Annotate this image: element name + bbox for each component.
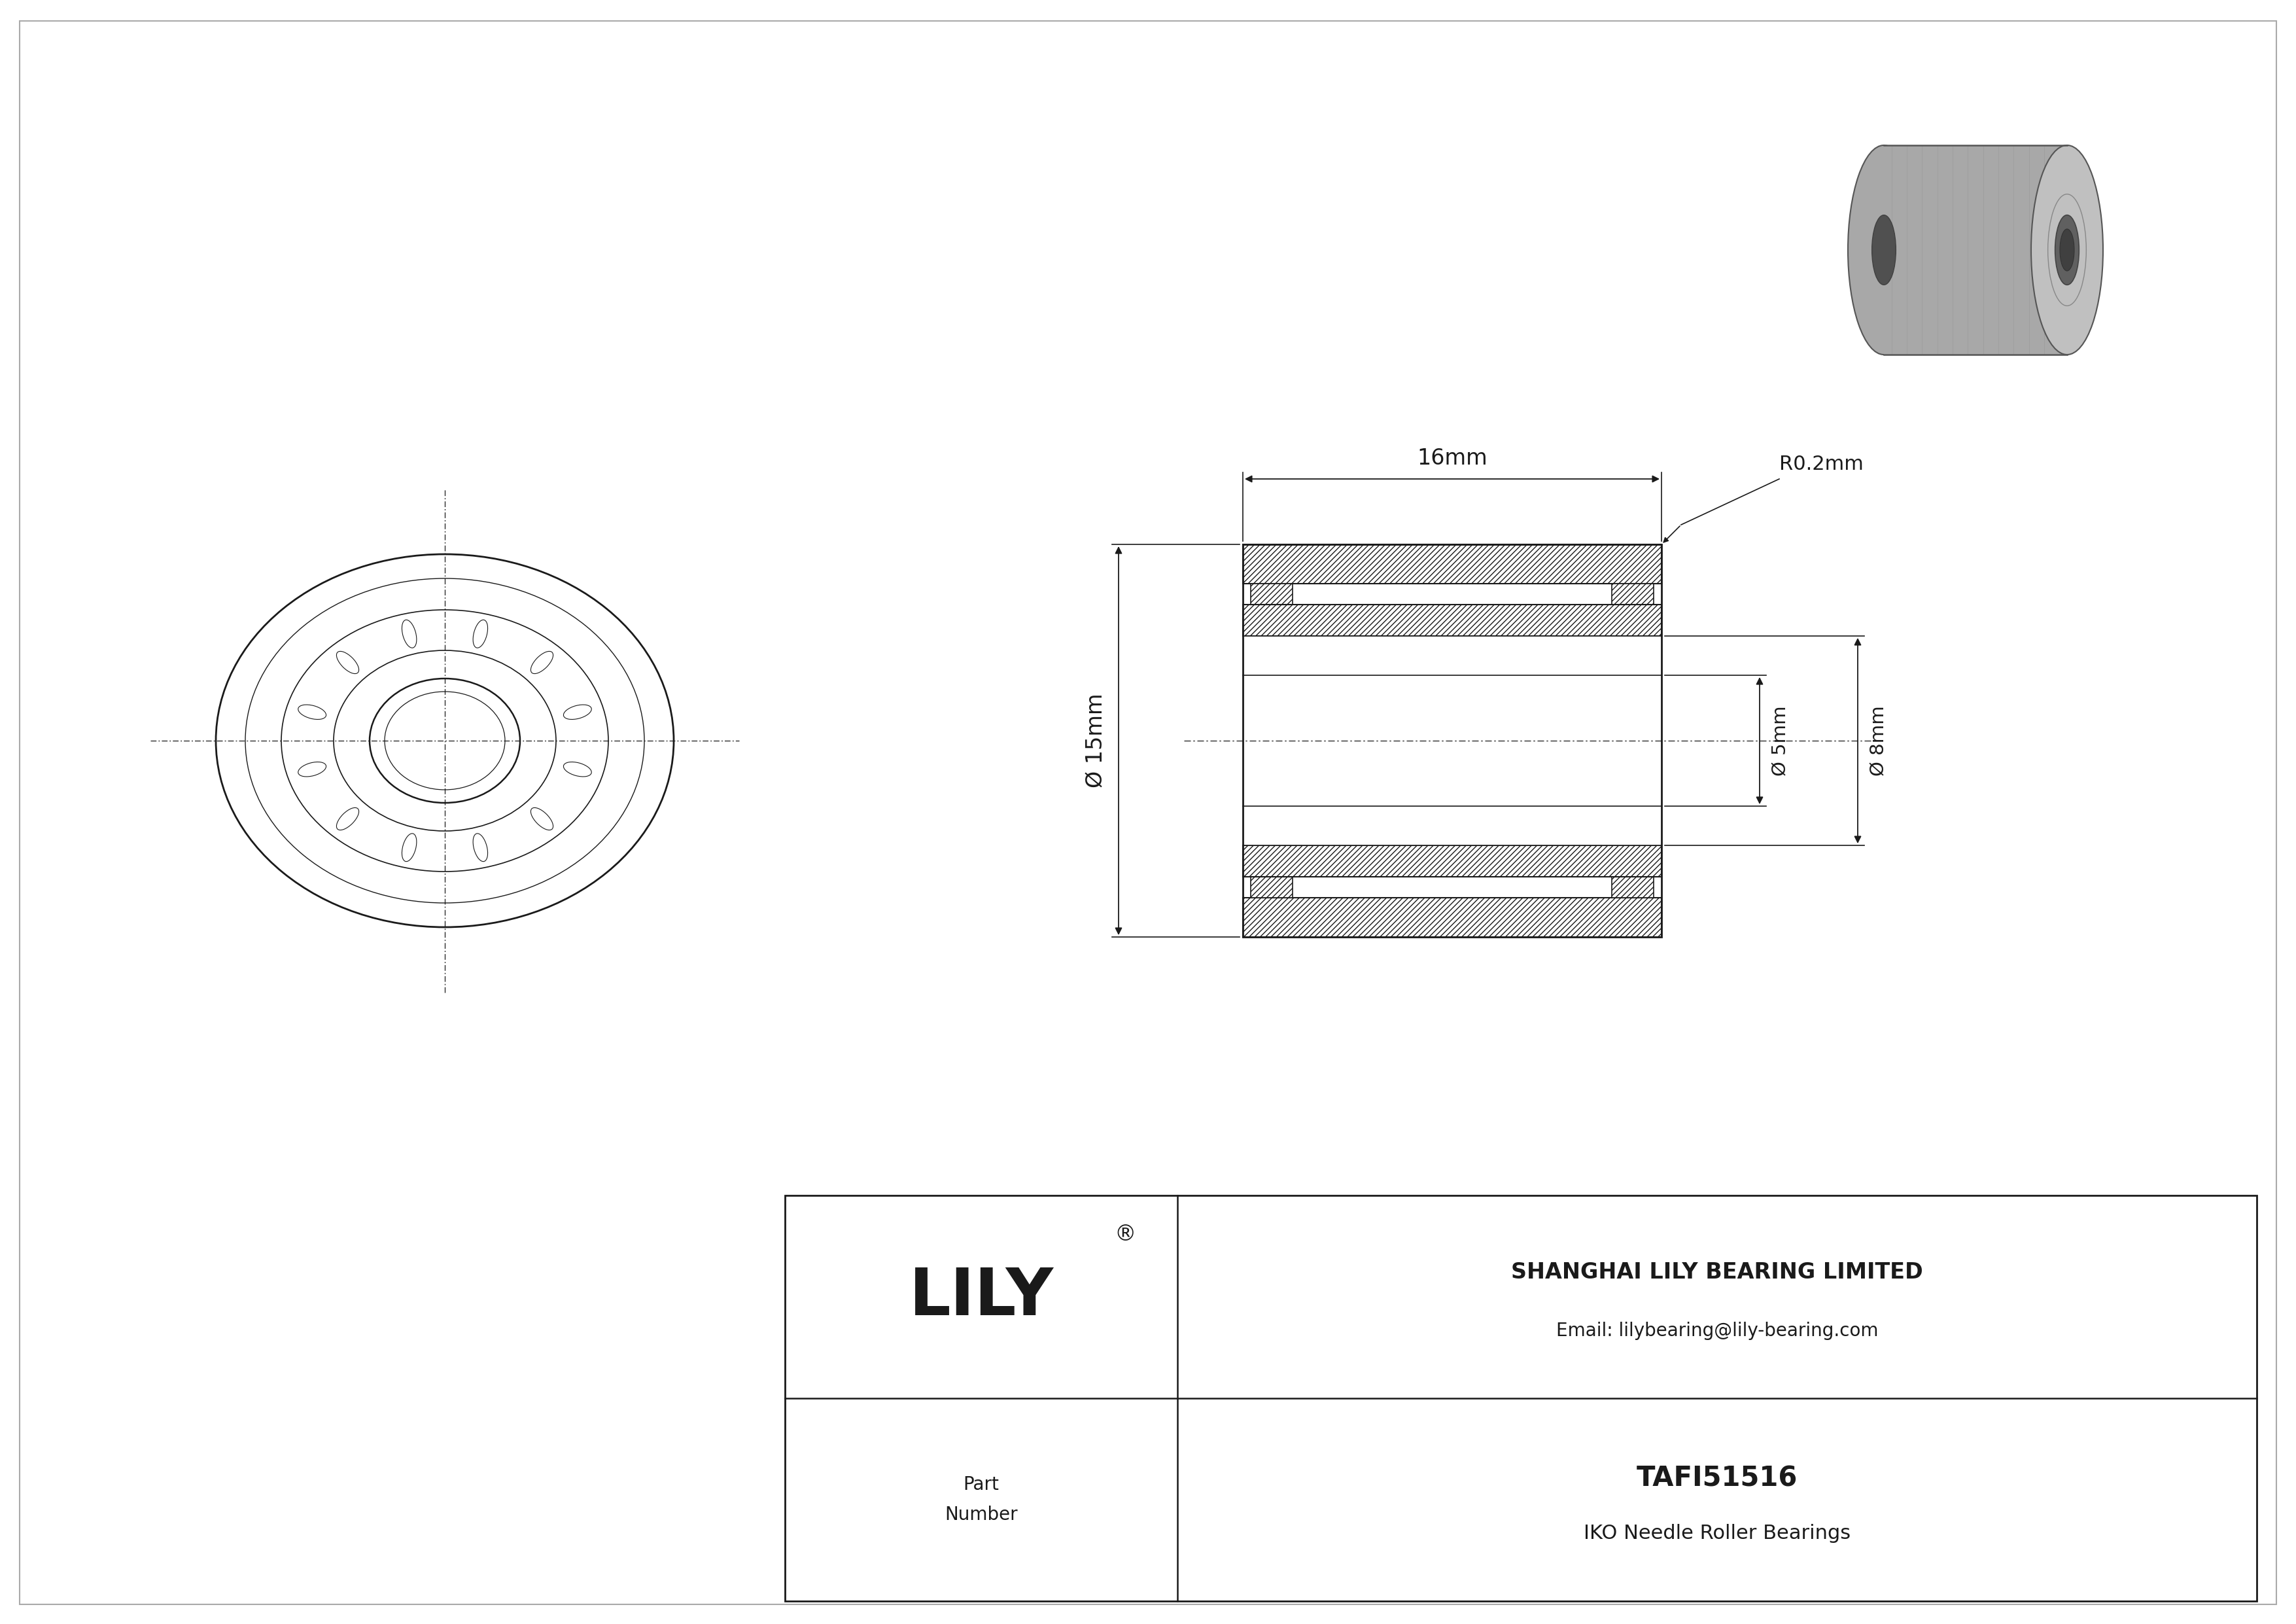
Text: ®: ®: [1114, 1224, 1137, 1246]
Text: Ø 8mm: Ø 8mm: [1869, 705, 1887, 776]
Text: IKO Needle Roller Bearings: IKO Needle Roller Bearings: [1584, 1525, 1851, 1543]
Polygon shape: [1885, 145, 2066, 354]
Text: SHANGHAI LILY BEARING LIMITED: SHANGHAI LILY BEARING LIMITED: [1511, 1262, 1924, 1283]
Ellipse shape: [2032, 145, 2103, 354]
Text: Email: lilybearing@lily-bearing.com: Email: lilybearing@lily-bearing.com: [1557, 1322, 1878, 1340]
Text: Ø 15mm: Ø 15mm: [1086, 693, 1107, 788]
Ellipse shape: [2060, 229, 2073, 271]
Ellipse shape: [214, 551, 677, 931]
Bar: [1210, 512, 1694, 970]
Bar: [1242, 637, 1662, 846]
Ellipse shape: [473, 620, 487, 648]
Bar: [1612, 877, 1653, 898]
Ellipse shape: [530, 807, 553, 830]
Ellipse shape: [298, 705, 326, 719]
Ellipse shape: [338, 651, 358, 674]
Bar: [1612, 583, 1653, 604]
Text: TAFI51516: TAFI51516: [1637, 1465, 1798, 1492]
Bar: [1242, 898, 1662, 937]
Ellipse shape: [298, 762, 326, 776]
Ellipse shape: [473, 833, 487, 861]
Ellipse shape: [563, 762, 592, 776]
Text: R0.2mm: R0.2mm: [1779, 455, 1864, 474]
Ellipse shape: [1871, 214, 1896, 284]
Ellipse shape: [563, 705, 592, 719]
Ellipse shape: [402, 833, 416, 861]
Ellipse shape: [530, 651, 553, 674]
Ellipse shape: [2055, 214, 2080, 284]
Ellipse shape: [1848, 145, 1919, 354]
Bar: [1242, 544, 1662, 937]
Text: 16mm: 16mm: [1417, 448, 1488, 469]
Text: Part
Number: Part Number: [944, 1476, 1017, 1523]
Bar: [1242, 544, 1662, 583]
Bar: [1251, 877, 1293, 898]
Bar: [1242, 676, 1662, 806]
Ellipse shape: [402, 620, 416, 648]
Bar: [1242, 846, 1662, 877]
Text: Ø 5mm: Ø 5mm: [1773, 705, 1789, 776]
Ellipse shape: [338, 807, 358, 830]
Text: LILY: LILY: [909, 1265, 1054, 1328]
Bar: [1242, 604, 1662, 637]
Bar: [1251, 583, 1293, 604]
